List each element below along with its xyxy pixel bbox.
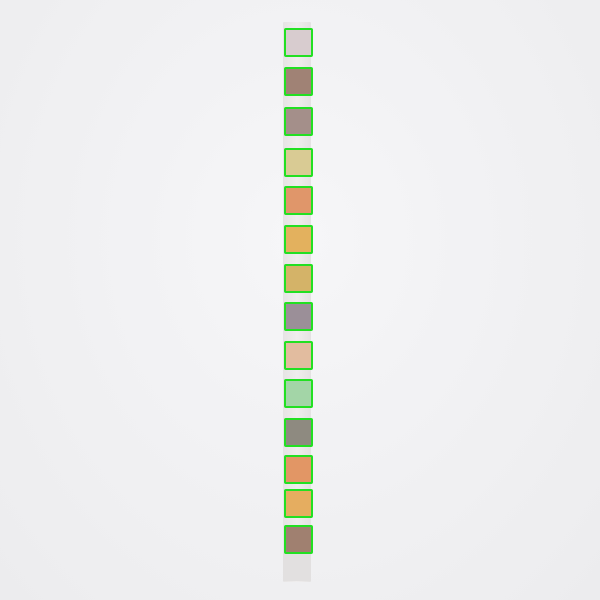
reagent-pad (284, 302, 313, 331)
reagent-pad (284, 148, 313, 177)
reagent-pad (284, 186, 313, 215)
reagent-pad (284, 418, 313, 447)
reagent-pad (284, 455, 313, 484)
reagent-pad (284, 264, 313, 293)
test-strip-handle (283, 553, 311, 581)
reagent-pad (284, 225, 313, 254)
reagent-pad (284, 341, 313, 370)
reagent-pad (284, 107, 313, 136)
reagent-pad (284, 379, 313, 408)
reagent-pad (284, 28, 313, 57)
reagent-pad (284, 489, 313, 518)
reagent-pad (284, 525, 313, 554)
reagent-pad (284, 67, 313, 96)
